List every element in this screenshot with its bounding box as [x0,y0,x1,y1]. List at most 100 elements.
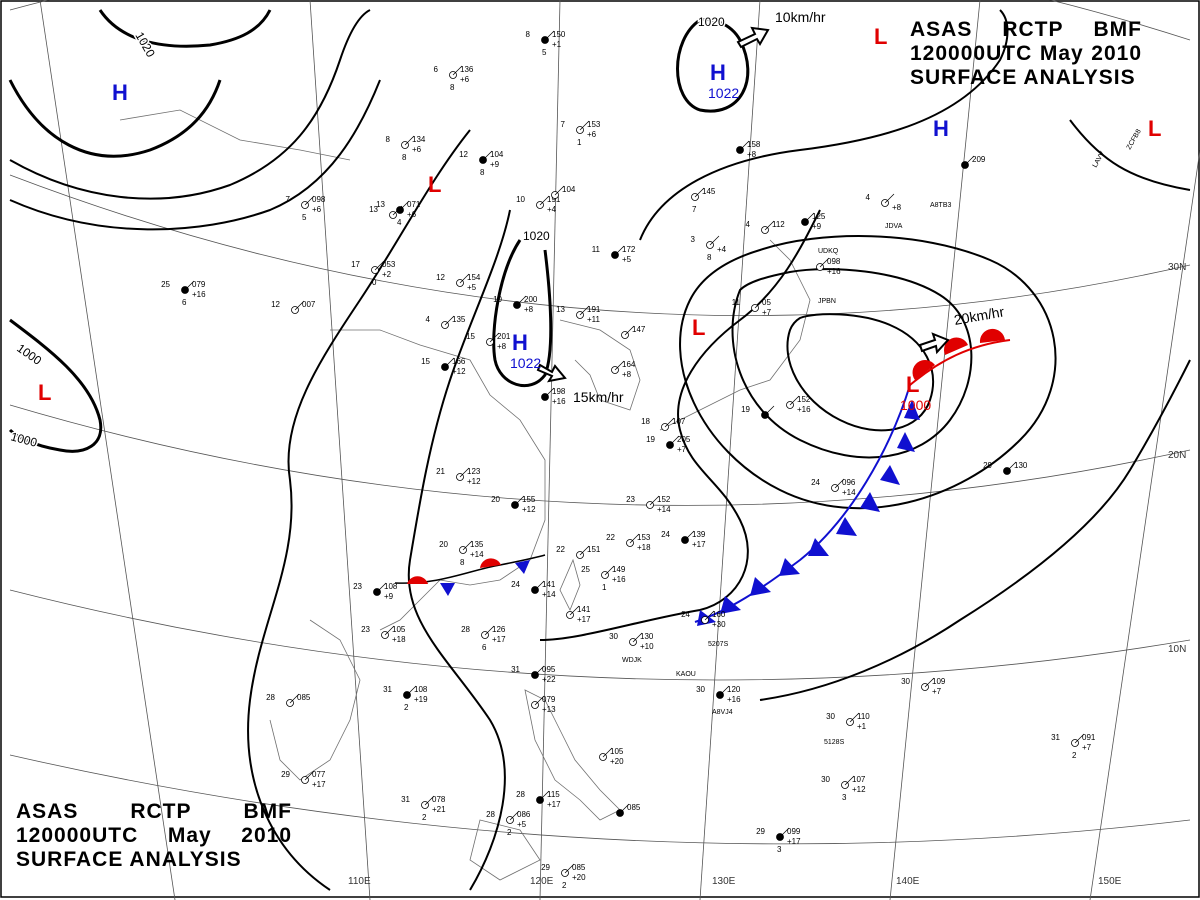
station-pressure: 079 [542,695,556,704]
station-tendency: +9 [490,160,500,169]
station-pressure: 107 [672,417,686,426]
cold-front-barb-6 [808,538,829,556]
station-plot: 10 200+8 [493,295,538,314]
station-plot: 152+16 [786,395,811,414]
station-temperature: 30 [821,775,830,784]
station-dewpoint: 2 [1072,751,1077,760]
station-plot: 28 085 [266,693,311,707]
cold-front-barb-8 [750,577,771,596]
isobar-label: 1000 [9,429,39,450]
station-pressure: 112 [772,220,785,229]
station-tendency: +16 [612,575,626,584]
station-tendency: +1 [857,722,867,731]
station-temperature: 28 [266,693,275,702]
station-pressure: 099 [787,827,801,836]
station-temperature: 30 [901,677,910,686]
wind-barb [534,695,545,706]
station-dewpoint: 2 [507,828,512,837]
station-tendency: +7 [762,308,772,317]
station-plot: 125+9 [801,212,826,231]
latitude-line-0 [9,754,1191,845]
isobar-ne-high [676,18,750,113]
station-temperature: 28 [516,790,525,799]
fronts [394,328,1011,626]
station-plot: 28 086+5 2 [486,810,531,837]
station-temperature: 25 [161,280,170,289]
station-tendency: +2 [382,270,392,279]
isobar-center-high [492,239,553,388]
cold-front-barb-9 [720,596,741,614]
station-pressure: 120 [727,685,741,694]
station-pressure: 130 [640,632,654,641]
station-plot: 8 150+1 5 [526,30,566,57]
title-row-3: SURFACE ANALYSIS [16,848,292,872]
station-plot: 30 130+10 [609,632,654,651]
station-pressure: 152 [797,395,811,404]
station-plot: 24 139+17 [661,530,706,549]
station-tendency: +4 [717,245,727,254]
cold-front-barb-1 [904,400,920,420]
station-pressure: 130 [1014,461,1028,470]
station-temperature: 24 [511,580,520,589]
station-pressure: 077 [312,770,326,779]
title-issuer: BMF [243,800,292,823]
station-pressure: 152 [657,495,671,504]
station-plot: 25 149+16 1 [581,565,626,592]
wind-barb [964,155,975,166]
station-tendency: +10 [640,642,654,651]
wind-barb [459,273,470,284]
title-product: SURFACE ANALYSIS [16,848,242,871]
isobar-outer-west [247,129,471,891]
station-temperature: 28 [486,810,495,819]
station-tendency: +17 [312,780,326,789]
station-plot: 15 166+12 [421,357,466,376]
station-pressure: 198 [552,387,566,396]
longitude-line-130e [699,0,761,900]
stationary-front-warm-1 [407,576,428,584]
station-tendency: +17 [577,615,591,624]
station-pressure: 104 [562,185,576,194]
station-tendency: +17 [787,837,801,846]
station-pressure: 104 [490,150,504,159]
station-temperature: 13 [556,305,565,314]
station-temperature: 19 [646,435,655,444]
warm-front-line [909,339,1011,386]
station-pressure: 166 [452,357,466,366]
wind-barb [819,257,830,268]
station-plot: 4 +8 [866,193,902,212]
station-temperature: 31 [383,685,392,694]
station-plot: 22 151 [556,545,601,559]
station-plot: 24 141+14 [511,580,556,599]
station-plot: 12 154+5 [436,273,481,292]
station-pressure: 139 [692,530,706,539]
station-pressure: 078 [432,795,446,804]
station-plot: 19 205+7 [646,435,691,454]
station-pressure: 147 [632,325,646,334]
stationary-front-cold-1 [440,583,455,596]
station-plot: 13 [369,205,403,219]
station-pressure: 108 [384,582,398,591]
station-pressure: 109 [932,677,946,686]
station-plot: 8 134+6 8 [386,135,426,162]
station-tendency: +19 [414,695,428,704]
station-tendency: +14 [657,505,671,514]
station-dewpoint: 8 [460,558,465,567]
station-dewpoint: 8 [707,253,712,262]
station-temperature: 23 [353,582,362,591]
station-pressure: 110 [857,712,870,721]
station-plot: 29 099+17 3 [756,827,801,854]
station-plot: 079+13 [531,695,556,714]
wind-barb [516,295,527,306]
stationary-front-warm-2 [480,558,501,568]
station-temperature: 21 [436,467,445,476]
station-tendency: +8 [622,370,632,379]
station-tendency: +7 [677,445,687,454]
coast-indochina [269,619,361,781]
wind-barb [484,625,495,636]
isobar-label: 1020 [523,229,550,243]
station-dewpoint: 5 [542,48,547,57]
coast-japan [659,239,811,431]
station-tendency: +17 [692,540,706,549]
station-id: A8VJ4 [712,709,733,716]
